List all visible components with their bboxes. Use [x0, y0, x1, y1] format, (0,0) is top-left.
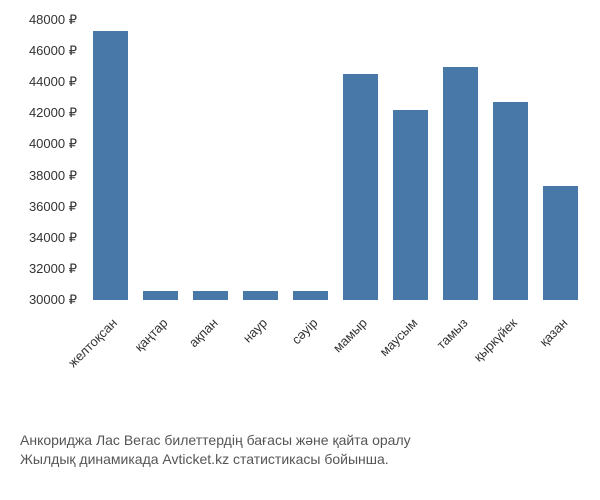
- y-tick-label: 38000 ₽: [29, 168, 77, 184]
- x-axis-labels: желтоқсанқаңтарақпаннаурсәуірмамырмаусым…: [85, 305, 585, 405]
- x-tick-label: маусым: [376, 315, 420, 359]
- bar: [143, 291, 178, 300]
- x-tick-label: тамыз: [433, 315, 470, 352]
- x-tick-label: қаңтар: [131, 315, 170, 354]
- bar: [393, 110, 428, 300]
- caption-line-1: Анкориджа Лас Вегас билеттердің бағасы ж…: [20, 431, 580, 451]
- bar: [343, 74, 378, 300]
- bar: [493, 102, 528, 300]
- y-tick-label: 44000 ₽: [29, 74, 77, 90]
- x-tick-label: қыркүйек: [471, 315, 520, 364]
- x-tick-label: желтоқсан: [65, 315, 120, 370]
- y-tick-label: 30000 ₽: [29, 292, 77, 308]
- y-axis: 30000 ₽32000 ₽34000 ₽36000 ₽38000 ₽40000…: [10, 20, 85, 300]
- x-tick-label: наур: [240, 315, 270, 345]
- y-tick-label: 36000 ₽: [29, 199, 77, 215]
- bar: [193, 291, 228, 300]
- y-tick-label: 48000 ₽: [29, 12, 77, 28]
- bar: [443, 67, 478, 300]
- y-tick-label: 46000 ₽: [29, 43, 77, 59]
- y-tick-label: 34000 ₽: [29, 230, 77, 246]
- x-tick-label: сәуір: [288, 315, 320, 347]
- caption-line-2: Жылдық динамикада Avticket.kz статистика…: [20, 450, 580, 470]
- y-tick-label: 42000 ₽: [29, 105, 77, 121]
- chart-caption: Анкориджа Лас Вегас билеттердің бағасы ж…: [20, 431, 580, 470]
- bar: [243, 291, 278, 300]
- bar-chart: 30000 ₽ 32000 ₽ 34000 ₽ 36000 ₽ 38000 ₽ 40000…: [10, 20, 590, 370]
- x-tick-label: қазан: [536, 315, 570, 349]
- bar: [93, 31, 128, 300]
- bar: [543, 186, 578, 300]
- plot-area: [85, 20, 585, 300]
- bar: [293, 291, 328, 300]
- y-tick-label: 40000 ₽: [29, 136, 77, 152]
- x-tick-label: ақпан: [185, 315, 220, 350]
- x-tick-label: мамыр: [330, 315, 370, 355]
- y-tick-label: 32000 ₽: [29, 261, 77, 277]
